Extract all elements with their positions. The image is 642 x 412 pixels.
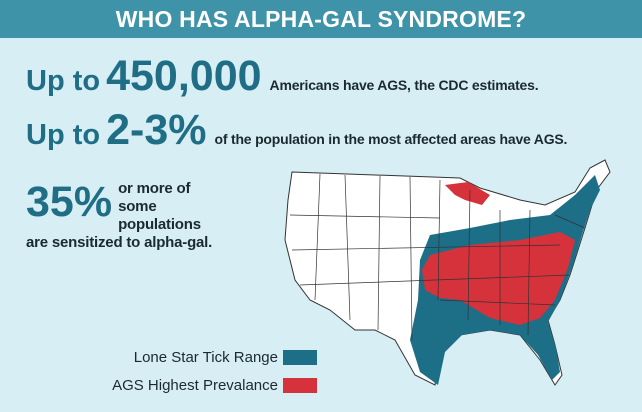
fact-figure: 450,000 [106,52,262,100]
title: WHO HAS ALPHA-GAL SYNDROME? [0,0,642,38]
state-lines [289,173,586,341]
fact-figure: 2-3% [106,106,207,154]
legend-label: AGS Highest Prevalance [112,377,278,394]
fact: Up to 450,000 Americans have AGS, the CDC … [26,52,539,101]
fact-lead: Up to [26,119,101,151]
fact-text: of the population in the most affected a… [214,131,568,147]
ags-region [445,182,490,205]
fact-text: Americans have AGS, the CDC estimates. [269,77,539,93]
fact-figure: 35% [26,178,113,226]
legend-label: Lone Star Tick Range [134,349,278,366]
fact-text: or more of some populations are sensitiz… [26,180,213,251]
fact-lead: Up to [26,65,101,97]
fact: 35% or more of some populations are sensi… [26,180,226,252]
legend-swatch [283,378,317,393]
ags-region [422,232,575,325]
fact: Up to 2-3% of the population in the most a… [26,106,567,155]
legend-swatch [283,350,317,365]
